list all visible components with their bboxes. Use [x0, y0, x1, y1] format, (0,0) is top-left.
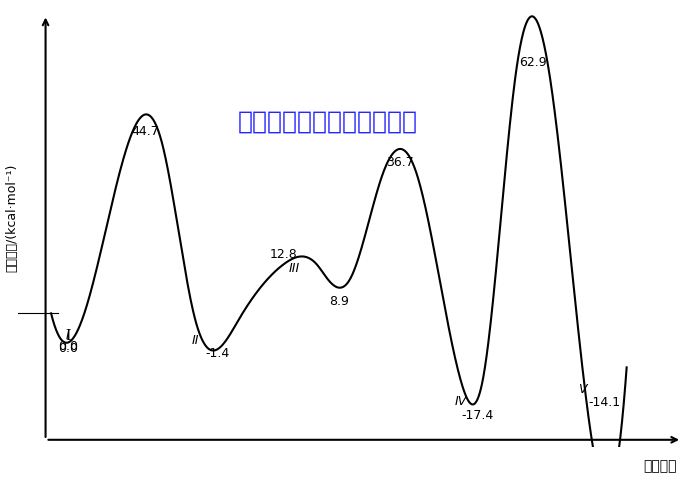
Text: 62.9: 62.9	[519, 55, 547, 69]
Text: 36.7: 36.7	[386, 156, 414, 169]
Text: -1.4: -1.4	[205, 348, 229, 360]
Text: 0.0: 0.0	[57, 342, 78, 355]
Text: III: III	[289, 262, 300, 275]
Text: I: I	[66, 329, 69, 342]
Text: 反应历程: 反应历程	[643, 459, 677, 473]
Text: V: V	[578, 383, 587, 396]
Text: IV: IV	[454, 395, 467, 408]
Text: -14.1: -14.1	[589, 396, 621, 409]
Text: 0.0: 0.0	[57, 340, 78, 353]
Text: 8.9: 8.9	[329, 294, 349, 308]
Text: 微信公众号关注：趣找答案: 微信公众号关注：趣找答案	[238, 110, 418, 134]
Text: -17.4: -17.4	[461, 409, 493, 422]
Text: 12.8: 12.8	[270, 248, 298, 261]
Text: 44.7: 44.7	[132, 125, 159, 138]
Text: I: I	[65, 329, 71, 343]
Text: II: II	[191, 334, 199, 347]
Text: 相对能量/(kcal·mol⁻¹): 相对能量/(kcal·mol⁻¹)	[6, 163, 19, 272]
